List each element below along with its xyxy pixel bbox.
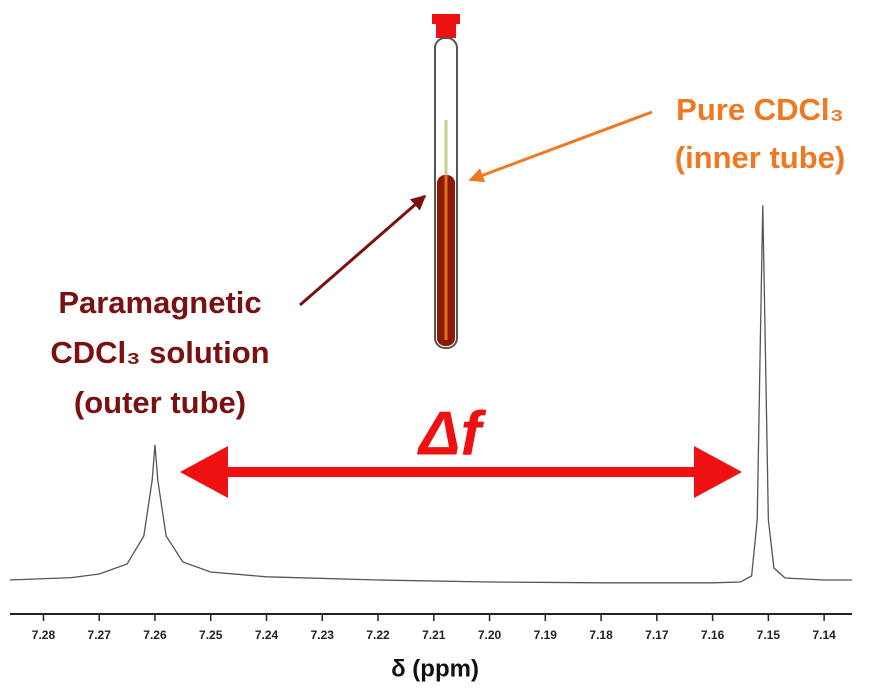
x-axis-label: δ (ppm) [391, 655, 479, 682]
x-tick-label: 7.22 [366, 628, 390, 642]
x-tick-label: 7.15 [757, 628, 781, 642]
spectrum-line [9, 205, 852, 584]
x-tick-label: 7.14 [812, 628, 836, 642]
x-tick-label: 7.28 [32, 628, 56, 642]
double-arrow [180, 446, 742, 498]
x-tick-label: 7.17 [645, 628, 669, 642]
arrow [299, 194, 427, 307]
annotation: Pure CDCl₃ [676, 92, 844, 127]
x-tick-label: 7.18 [589, 628, 613, 642]
arrow [468, 110, 653, 183]
x-tick-label: 7.21 [422, 628, 446, 642]
x-tick-label: 7.26 [143, 628, 167, 642]
x-tick-label: 7.25 [199, 628, 223, 642]
delta-f-label: Δf [417, 399, 487, 468]
annotation: (outer tube) [74, 385, 246, 420]
x-tick-label: 7.16 [701, 628, 725, 642]
x-tick-label: 7.23 [311, 628, 335, 642]
x-tick-label: 7.27 [88, 628, 112, 642]
x-tick-label: 7.20 [478, 628, 502, 642]
x-tick-label: 7.24 [255, 628, 279, 642]
annotation: (inner tube) [675, 140, 846, 175]
annotation: Paramagnetic [58, 285, 261, 320]
x-tick-label: 7.19 [534, 628, 558, 642]
nmr-tube [432, 14, 460, 349]
annotation: CDCl₃ solution [50, 335, 269, 370]
